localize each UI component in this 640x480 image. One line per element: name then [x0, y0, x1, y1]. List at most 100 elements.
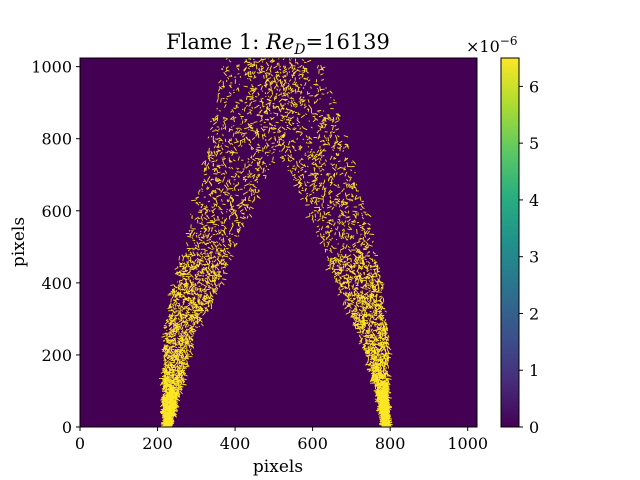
- flame-pixel: [164, 404, 170, 407]
- flame-pixel: [370, 358, 373, 361]
- flame-pixel: [380, 305, 383, 308]
- flame-pixel: [367, 334, 372, 337]
- flame-pixel: [166, 417, 168, 422]
- flame-pixel: [207, 154, 211, 160]
- flame-pixel: [182, 364, 185, 367]
- flame-pixel: [201, 255, 204, 258]
- flame-pixel: [222, 191, 227, 193]
- flame-pixel: [268, 137, 272, 141]
- flame-pixel: [222, 237, 225, 243]
- flame-pixel: [226, 235, 228, 238]
- flame-pixel: [367, 284, 370, 287]
- flame-pixel: [194, 326, 199, 328]
- flame-pixel: [197, 253, 200, 256]
- flame-pixel: [243, 127, 249, 130]
- flame-pixel: [248, 138, 252, 144]
- flame-pixel: [163, 412, 166, 416]
- flame-pixel: [200, 215, 203, 221]
- flame-pixel: [299, 64, 303, 68]
- flame-pixel: [357, 280, 359, 284]
- flame-pixel: [249, 110, 252, 115]
- flame-pixel: [211, 248, 215, 250]
- flame-pixel: [191, 317, 193, 323]
- flame-pixel: [278, 94, 281, 97]
- flame-pixel: [364, 305, 368, 310]
- flame-pixel: [341, 287, 344, 291]
- flame-pixel: [176, 302, 178, 305]
- flame-pixel: [187, 256, 189, 260]
- flame-pixel: [379, 395, 383, 399]
- flame-pixel: [244, 183, 249, 187]
- flame-pixel: [377, 288, 380, 293]
- flame-pixel: [384, 318, 387, 323]
- flame-pixel: [176, 363, 179, 367]
- flame-pixel: [177, 371, 180, 376]
- flame-pixel: [351, 298, 356, 302]
- flame-pixel: [224, 125, 227, 128]
- flame-pixel: [176, 368, 181, 373]
- flame-pixel: [165, 320, 170, 325]
- flame-pixel: [364, 300, 367, 305]
- flame-pixel: [162, 333, 166, 335]
- flame-pixel: [188, 298, 190, 300]
- flame-pixel: [170, 361, 176, 364]
- flame-pixel: [217, 181, 221, 185]
- flame-pixel: [383, 403, 386, 407]
- flame-pixel: [384, 322, 387, 325]
- flame-pixel: [186, 344, 189, 346]
- flame-pixel: [189, 251, 193, 254]
- flame-pixel: [388, 423, 393, 426]
- flame-pixel: [260, 85, 263, 91]
- flame-pixel: [212, 277, 217, 282]
- flame-pixel: [188, 278, 190, 281]
- flame-pixel: [377, 273, 381, 277]
- flame-pixel: [248, 187, 252, 192]
- flame-pixel: [190, 299, 194, 302]
- flame-pixel: [210, 251, 212, 257]
- flame-pixel: [377, 374, 381, 377]
- flame-pixel: [173, 366, 177, 370]
- flame-pixel: [164, 326, 168, 330]
- flame-pixel: [361, 311, 363, 316]
- flame-pixel: [234, 219, 239, 222]
- flame-pixel: [170, 345, 175, 349]
- flame-pixel: [217, 205, 222, 209]
- flame-pixel: [188, 275, 192, 278]
- flame-pixel: [348, 287, 351, 291]
- flame-pixel: [180, 309, 183, 312]
- flame-pixel: [199, 253, 203, 256]
- flame-pixel: [216, 194, 222, 198]
- flame-pixel: [187, 235, 192, 238]
- flame-pixel: [190, 344, 195, 349]
- chart-title: Flame 1: ReD=16139: [166, 30, 390, 58]
- flame-pixel: [193, 242, 196, 244]
- flame-pixel: [185, 280, 188, 285]
- flame-pixel: [167, 366, 170, 369]
- flame-pixel: [189, 351, 194, 356]
- flame-pixel: [371, 328, 374, 331]
- flame-pixel: [199, 288, 203, 293]
- flame-pixel: [272, 148, 276, 151]
- flame-pixel: [194, 263, 198, 268]
- flame-pixel: [373, 380, 376, 383]
- flame-pixel: [230, 196, 233, 199]
- flame-pixel: [269, 80, 273, 85]
- flame-pixel: [189, 335, 194, 339]
- flame-pixel: [192, 231, 196, 237]
- flame-pixel: [170, 309, 174, 311]
- flame-pixel: [237, 112, 241, 116]
- flame-pixel: [208, 241, 212, 244]
- flame-pixel: [346, 304, 350, 307]
- flame-pixel: [170, 338, 173, 343]
- flame-pixel: [353, 290, 356, 294]
- flame-pixel: [379, 409, 382, 412]
- flame-pixel: [247, 199, 252, 202]
- flame-pixel: [164, 344, 170, 347]
- flame-pixel: [170, 284, 175, 286]
- flame-pixel: [181, 329, 184, 332]
- flame-pixel: [186, 364, 189, 367]
- flame-pixel: [250, 190, 252, 193]
- flame-pixel: [373, 388, 379, 392]
- flame-pixel: [178, 385, 181, 388]
- flame-pixel: [211, 214, 216, 218]
